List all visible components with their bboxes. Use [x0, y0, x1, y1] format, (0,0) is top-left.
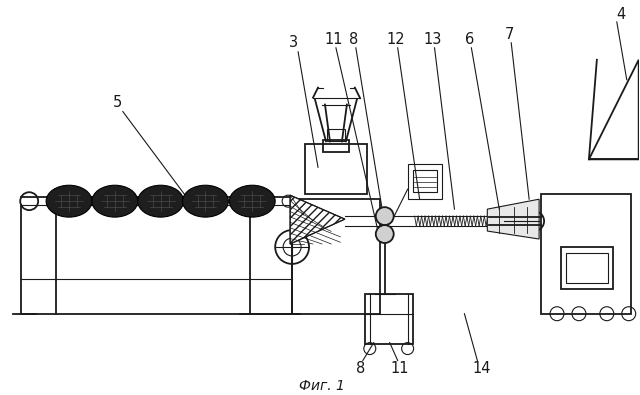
Bar	[327, 130, 345, 141]
Bar	[561, 247, 613, 289]
Bar	[413, 170, 436, 192]
Text: 6: 6	[465, 32, 474, 47]
Text: 7: 7	[504, 27, 514, 42]
Ellipse shape	[46, 185, 92, 217]
Text: 8: 8	[356, 361, 365, 376]
Bar	[305, 145, 367, 194]
Text: Фиг. 1: Фиг. 1	[299, 380, 345, 393]
Bar	[365, 294, 413, 344]
Bar	[566, 253, 608, 283]
Circle shape	[376, 225, 394, 243]
Text: 12: 12	[387, 32, 405, 47]
Bar	[501, 213, 511, 229]
Bar	[408, 164, 442, 199]
Polygon shape	[290, 195, 345, 244]
Text: 3: 3	[289, 35, 298, 50]
Text: 11: 11	[390, 361, 409, 376]
Polygon shape	[487, 199, 539, 239]
Text: 14: 14	[472, 361, 491, 376]
Text: 5: 5	[113, 95, 122, 110]
Ellipse shape	[182, 185, 228, 217]
Bar	[541, 194, 631, 314]
Ellipse shape	[229, 185, 275, 217]
Text: 11: 11	[324, 32, 343, 47]
Text: 13: 13	[423, 32, 442, 47]
Text: 8: 8	[349, 32, 358, 47]
Ellipse shape	[92, 185, 138, 217]
Bar	[292, 199, 380, 314]
Text: 4: 4	[616, 8, 625, 23]
Bar	[323, 141, 349, 152]
Ellipse shape	[138, 185, 184, 217]
Circle shape	[376, 207, 394, 225]
